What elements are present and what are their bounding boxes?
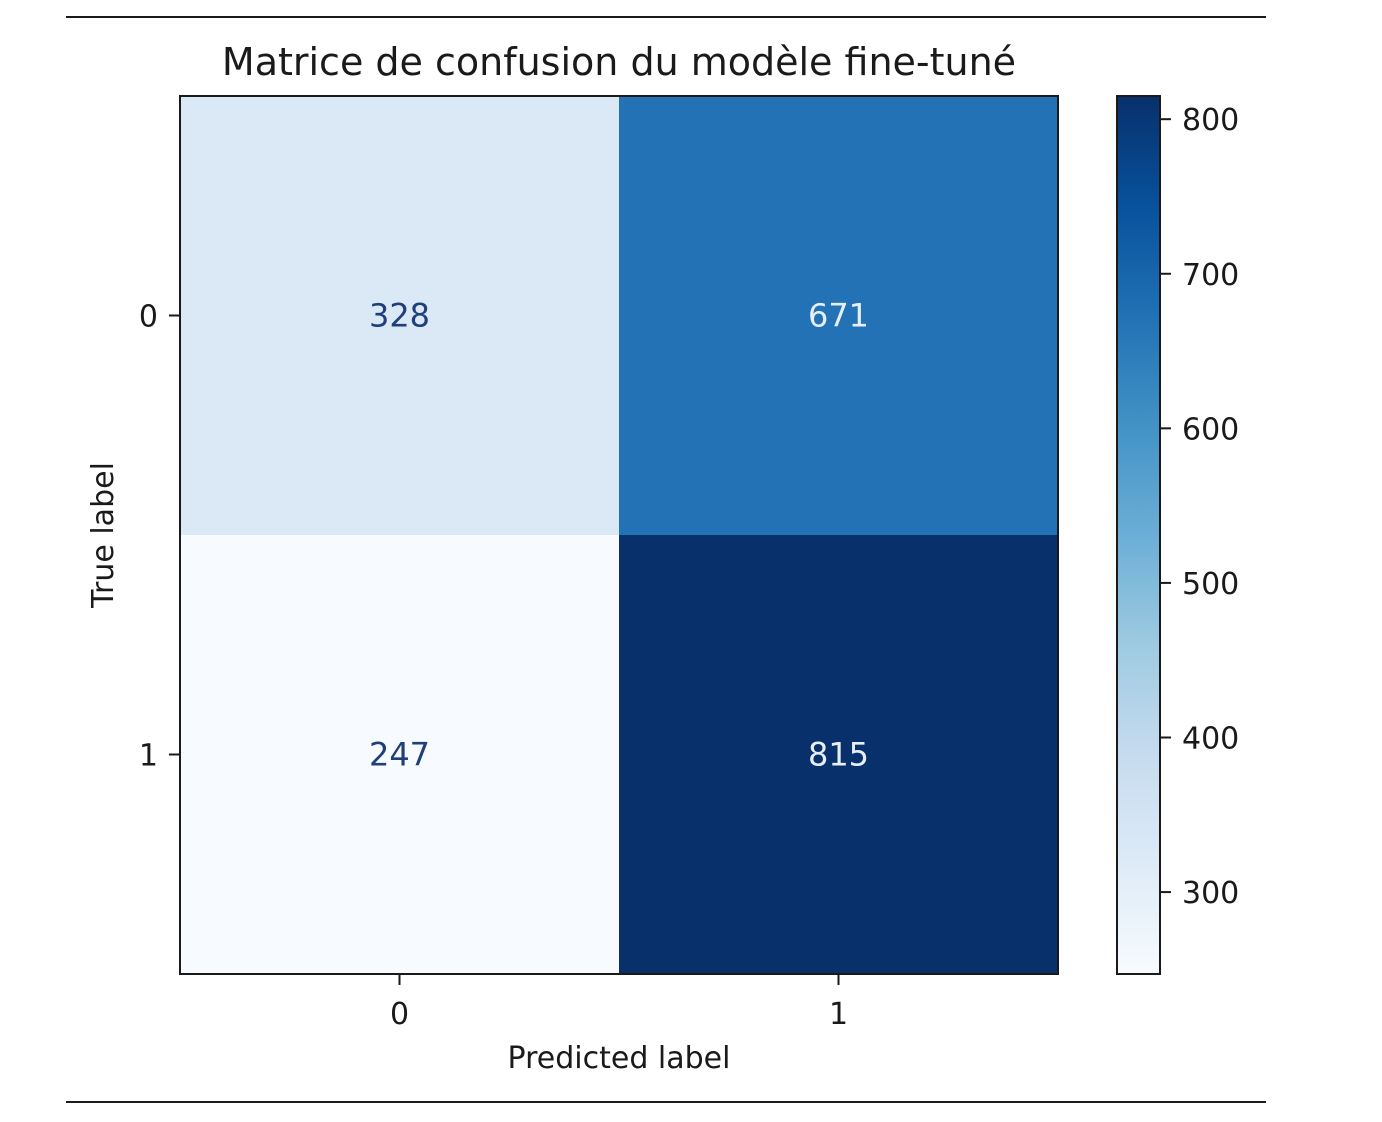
colorbar — [1116, 95, 1161, 975]
x-tick-label: 0 — [390, 997, 409, 1032]
cell-value-label: 328 — [369, 297, 430, 335]
y-tick-label: 0 — [139, 300, 158, 335]
y-tick-label: 1 — [139, 739, 158, 774]
colorbar-ticks: 300 400 500 600 700 800 — [1160, 103, 1239, 911]
colorbar-tick-label: 300 — [1182, 876, 1239, 911]
top-divider — [66, 16, 1266, 18]
matrix-cell-1-0 — [180, 535, 619, 974]
matrix-cells: 328 671 247 815 — [180, 96, 1058, 974]
colorbar-tick-label: 600 — [1182, 412, 1239, 447]
colorbar-tick-label: 700 — [1182, 258, 1239, 293]
y-axis-label: True label — [86, 462, 121, 609]
x-axis-label: Predicted label — [508, 1041, 731, 1076]
matrix-cell-1-1 — [619, 535, 1058, 974]
x-tick-label: 1 — [829, 997, 848, 1032]
colorbar-tick-label: 400 — [1182, 721, 1239, 756]
y-axis-ticks: 01 — [139, 300, 180, 774]
colorbar-tick-label: 500 — [1182, 567, 1239, 602]
bottom-divider — [66, 1101, 1266, 1103]
colorbar-tick-label: 800 — [1182, 103, 1239, 138]
cell-value-label: 247 — [369, 736, 430, 774]
cell-value-label: 671 — [808, 297, 869, 335]
cell-value-label: 815 — [808, 736, 869, 774]
matrix-cell-0-0 — [180, 96, 619, 535]
matrix-cell-0-1 — [619, 96, 1058, 535]
plot-frame — [179, 95, 1059, 975]
chart-title: Matrice de confusion du modèle fine-tuné — [222, 40, 1016, 84]
